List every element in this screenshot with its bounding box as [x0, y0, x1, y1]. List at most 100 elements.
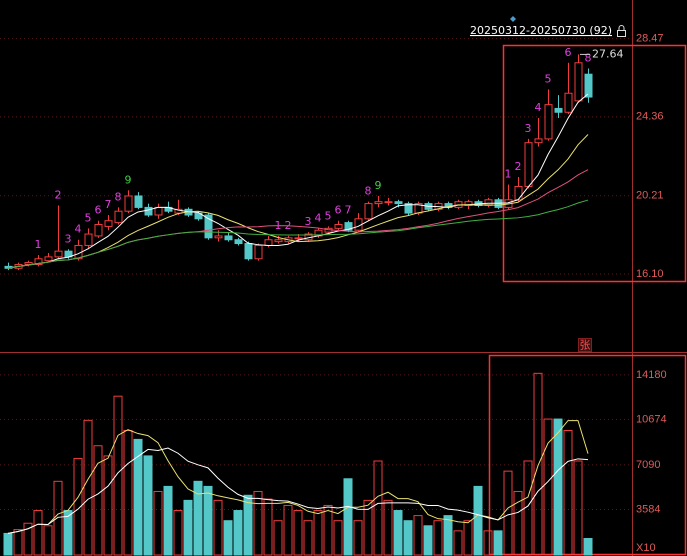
- max-label: 27.64: [592, 47, 624, 60]
- y-tick-label: 28.47: [636, 33, 664, 45]
- volume-bar: [473, 485, 483, 556]
- volume-bar: [413, 515, 423, 556]
- td-count: 1: [505, 168, 512, 181]
- candle-body: [144, 206, 153, 216]
- volume-bar: [33, 510, 43, 556]
- volume-badge: 张: [580, 339, 591, 352]
- candle-body: [44, 256, 53, 262]
- candle-body: [404, 203, 413, 214]
- candle-body: [574, 62, 583, 102]
- candle-body: [364, 203, 373, 220]
- td-count: 1: [35, 238, 42, 251]
- volume-bar: [103, 455, 113, 556]
- volume-bar: [563, 429, 573, 556]
- td-count: 8: [115, 190, 122, 203]
- volume-bar: [343, 478, 353, 556]
- volume-bar: [13, 529, 23, 556]
- candle-body: [214, 235, 223, 239]
- ma-line: [7, 199, 589, 269]
- candle-body: [544, 104, 553, 140]
- td-count: 5: [325, 209, 332, 222]
- volume-bar: [423, 525, 433, 556]
- volume-bar: [443, 515, 453, 556]
- volume-bar: [3, 532, 13, 556]
- volume-tick-label: 10674: [636, 413, 667, 425]
- candle-body: [334, 224, 343, 229]
- candle-body: [54, 250, 63, 258]
- candle-body: [124, 195, 133, 212]
- candle-body: [134, 195, 143, 208]
- volume-bar: [313, 510, 323, 556]
- y-tick-label: 20.21: [636, 190, 664, 202]
- volume-bar: [433, 520, 443, 556]
- volume-bar: [183, 499, 193, 556]
- candle-body: [234, 239, 243, 245]
- td-count: 3: [525, 122, 532, 135]
- badge-box: [578, 338, 592, 352]
- td-count: 3: [65, 232, 72, 245]
- ma-line: [7, 134, 589, 269]
- candle-body: [384, 201, 393, 204]
- td-count: 7: [345, 204, 352, 217]
- volume-bar: [573, 460, 583, 556]
- y-tick-label: 16.10: [636, 268, 664, 280]
- volume-bar: [63, 510, 73, 556]
- marker: [510, 16, 516, 22]
- candle-body: [94, 224, 103, 237]
- volume-bar: [353, 520, 363, 556]
- td-count: 6: [95, 204, 102, 217]
- candle-body: [24, 262, 33, 265]
- candle-body: [564, 92, 573, 113]
- candle-body: [524, 142, 533, 187]
- candle-body: [514, 185, 523, 201]
- td-count: 4: [315, 211, 322, 224]
- volume-bar: [293, 510, 303, 556]
- volume-bar: [583, 537, 593, 556]
- volume-bar: [223, 520, 233, 556]
- candle-body: [584, 73, 593, 98]
- volume-bar: [273, 520, 283, 556]
- candle-body: [374, 201, 383, 205]
- volume-bar: [153, 490, 163, 556]
- candle-body: [484, 199, 493, 206]
- td-count: 9: [375, 179, 382, 192]
- volume-bar: [463, 520, 473, 556]
- volume-bar: [533, 372, 543, 556]
- candle-body: [104, 220, 113, 227]
- td-count: 5: [85, 211, 92, 224]
- candle-body: [344, 222, 353, 231]
- volume-bar: [203, 485, 213, 556]
- candle-body: [84, 233, 93, 246]
- volume-bar: [553, 418, 563, 556]
- candle-body: [394, 201, 403, 205]
- volume-bar: [213, 499, 223, 556]
- ma-line: [7, 93, 589, 269]
- volume-bar: [193, 480, 203, 556]
- volume-bar: [23, 522, 33, 556]
- candle-body: [294, 237, 303, 240]
- volume-bar: [43, 525, 53, 556]
- volume-bar: [253, 490, 263, 556]
- volume-bar: [263, 498, 273, 556]
- volume-bar: [383, 499, 393, 556]
- volume-bar: [283, 504, 293, 556]
- volume-bar: [303, 520, 313, 556]
- highlight-box: [502, 44, 687, 283]
- candle-body: [254, 244, 263, 260]
- td-count: 6: [565, 46, 572, 59]
- y-tick-label: 24.36: [636, 111, 664, 123]
- volume-bar: [393, 510, 403, 556]
- volume-unit: X10: [636, 542, 656, 554]
- volume-bar: [143, 455, 153, 556]
- td-count: 3: [305, 215, 312, 228]
- candle-body: [274, 239, 283, 243]
- volume-bar: [493, 530, 503, 556]
- volume-ma-line: [7, 420, 589, 534]
- candle-body: [224, 235, 233, 241]
- volume-bar: [543, 418, 553, 556]
- volume-bar: [453, 530, 463, 556]
- td-count: 7: [105, 198, 112, 211]
- td-count: 6: [335, 204, 342, 217]
